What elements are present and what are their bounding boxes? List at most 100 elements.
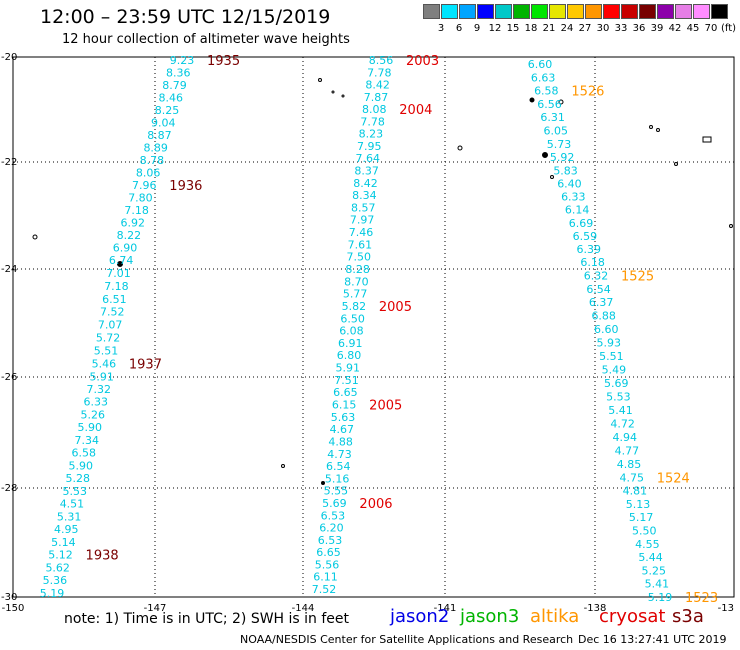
wave-height-label: 8.23	[359, 128, 384, 141]
wave-height-label: 5.90	[77, 421, 102, 434]
wave-height-label: 8.46	[158, 92, 183, 105]
color-scale-label: 70	[704, 23, 718, 34]
wave-height-label: 5.46	[92, 357, 117, 370]
latitude-tick-label: -22	[1, 157, 17, 168]
wave-height-label: 8.79	[162, 79, 187, 92]
wave-height-label: 8.06	[136, 167, 161, 180]
wave-height-label: 6.39	[577, 243, 602, 256]
color-swatch	[639, 4, 656, 19]
wave-height-label: 5.91	[335, 362, 360, 375]
pass-time-label: 2006	[359, 497, 392, 512]
wave-height-label: 4.81	[623, 485, 648, 498]
wave-height-label: 5.25	[641, 564, 666, 577]
latitude-tick-label: -26	[1, 372, 17, 383]
graticule	[13, 57, 734, 597]
wave-height-label: 8.42	[353, 177, 378, 190]
wave-height-label: 5.12	[48, 549, 73, 562]
color-swatch	[459, 4, 476, 19]
wave-height-label: 7.52	[100, 306, 125, 319]
wave-height-label: 7.64	[355, 152, 380, 165]
wave-height-label: 6.65	[316, 546, 341, 559]
wave-height-label: 8.37	[354, 164, 379, 177]
wave-height-label: 5.19	[40, 587, 65, 600]
wave-height-label: 4.88	[328, 435, 353, 448]
wave-height-label: 6.32	[584, 269, 609, 282]
island	[674, 162, 678, 166]
wave-height-label: 6.69	[569, 217, 594, 230]
longitude-tick-label: -141	[434, 603, 457, 614]
wave-height-label: 4.67	[330, 423, 355, 436]
color-swatch	[693, 4, 710, 19]
wave-height-label: 5.31	[57, 510, 82, 523]
latitude-tick-label: -24	[1, 264, 17, 275]
mission-legend-jason3: jason3	[460, 606, 520, 627]
mission-legend-altika: altika	[530, 606, 580, 627]
wave-height-label: 8.34	[352, 189, 377, 202]
island	[331, 90, 335, 94]
track-cryosat: 8.567.788.427.878.087.788.237.957.648.37…	[312, 54, 439, 596]
color-swatch	[567, 4, 584, 19]
island	[656, 128, 660, 132]
island	[32, 234, 38, 240]
wave-height-label: 5.28	[66, 472, 91, 485]
color-swatch	[441, 4, 458, 19]
longitude-tick-label: -150	[2, 603, 25, 614]
island	[457, 145, 463, 151]
wave-height-label: 5.13	[626, 498, 651, 511]
color-swatch	[657, 4, 674, 19]
island	[529, 97, 535, 103]
color-scale-unit: (ft)	[721, 23, 737, 34]
wave-height-label: 6.05	[544, 125, 569, 138]
wave-height-label: 7.18	[124, 204, 149, 217]
wave-height-label: 5.77	[343, 288, 368, 301]
island-outlines	[32, 78, 733, 485]
pass-time-label: 1936	[169, 179, 202, 194]
wave-height-label: 5.17	[629, 511, 654, 524]
mission-legend-s3a: s3a	[672, 606, 704, 627]
wave-height-label: 6.63	[531, 71, 556, 84]
color-scale-label: 42	[668, 23, 682, 34]
island	[649, 125, 653, 129]
wave-height-label: 5.63	[331, 411, 356, 424]
wave-height-label: 5.49	[602, 363, 627, 376]
island	[341, 94, 345, 98]
pass-time-label: 1523	[685, 591, 718, 606]
longitude-tick-label: -144	[292, 603, 315, 614]
pass-time-label: 1937	[129, 357, 162, 372]
wave-height-label: 5.50	[632, 524, 657, 537]
color-scale-label: 36	[632, 23, 646, 34]
map-frame	[12, 56, 735, 598]
wave-height-label: 6.92	[120, 217, 145, 230]
wave-height-label: 6.59	[573, 230, 598, 243]
wave-height-label: 9.04	[151, 117, 176, 130]
pass-time-label: 2003	[406, 54, 439, 69]
altimeter-tracks: 9.238.368.798.468.259.048.878.898.788.06…	[40, 54, 718, 606]
color-swatch	[549, 4, 566, 19]
latitude-tick-label: -28	[1, 483, 17, 494]
wave-height-label: 5.91	[89, 370, 114, 383]
longitude-tick-label: -147	[144, 603, 167, 614]
wave-height-label: 6.37	[589, 296, 614, 309]
wave-height-label: 7.78	[360, 115, 385, 128]
wave-height-label: 5.51	[599, 350, 624, 363]
wave-height-label: 5.41	[645, 578, 670, 591]
pass-time-label: 2005	[369, 398, 402, 413]
color-scale-label: 6	[455, 23, 463, 34]
map-title: 12:00 – 23:59 UTC 12/15/2019	[40, 6, 331, 28]
wave-height-label: 6.58	[72, 447, 97, 460]
wave-height-label: 7.07	[98, 319, 123, 332]
latitude-tick-label: -30	[1, 592, 17, 603]
wave-height-label: 5.92	[550, 151, 575, 164]
color-swatch	[603, 4, 620, 19]
wave-height-label: 6.18	[580, 256, 605, 269]
longitude-tick-label: -138	[584, 603, 607, 614]
credit-line: NOAA/NESDIS Center for Satellite Applica…	[240, 633, 574, 646]
wave-height-label: 6.51	[102, 293, 127, 306]
color-scale-label: 30	[596, 23, 610, 34]
wave-height-label: 8.87	[147, 129, 172, 142]
wave-height-label: 6.80	[337, 349, 362, 362]
wave-height-label: 7.32	[86, 383, 111, 396]
wave-height-label: 6.88	[591, 310, 616, 323]
pass-time-label: 2004	[399, 103, 432, 118]
wave-height-label: 6.50	[340, 312, 365, 325]
